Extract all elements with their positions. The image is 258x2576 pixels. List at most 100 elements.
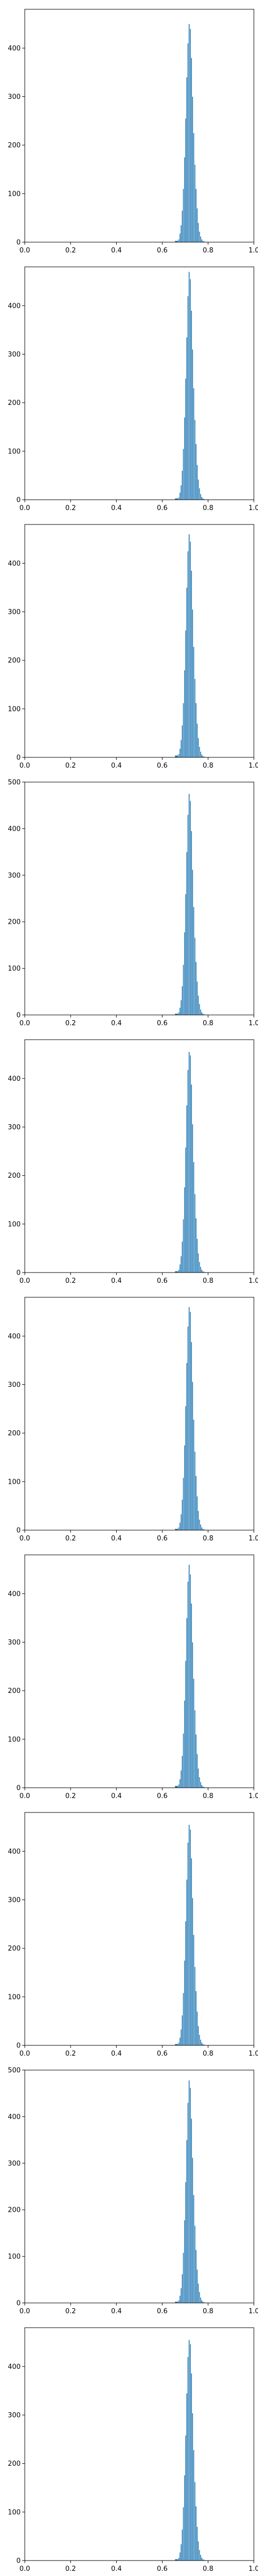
y-tick-label: 0 [17, 1527, 21, 1535]
histogram-bar [188, 793, 190, 1015]
x-tick-label: 0.4 [111, 762, 122, 770]
y-tick-label: 200 [8, 2207, 21, 2214]
histogram-bar [194, 1710, 196, 1788]
x-tick-label: 0.4 [111, 2050, 122, 2058]
y-tick-label: 100 [8, 1478, 21, 1486]
bars-group [174, 1052, 207, 1273]
y-tick-label: 200 [8, 1945, 21, 1953]
histogram-bar [183, 1219, 184, 1273]
histogram-bar [190, 831, 192, 1015]
y-tick-label: 400 [8, 2113, 21, 2121]
histogram-bar [183, 1478, 184, 1531]
histogram-bar [187, 1581, 189, 1788]
x-tick-label: 0.8 [203, 2308, 214, 2315]
bars-group [174, 1307, 207, 1531]
y-tick-label: 400 [8, 1075, 21, 1083]
x-tick-label: 0.0 [20, 1277, 30, 1285]
histogram-bar [197, 479, 199, 500]
axes-frame [24, 9, 254, 243]
histogram-bar [193, 2449, 195, 2561]
histogram-bar [199, 1261, 200, 1273]
x-tick-label: 0.6 [157, 2565, 168, 2573]
histogram-bar [200, 236, 202, 243]
histogram-panel-5: 0.0 0.2 0.4 0.6 0.8 1.0 0 100 200 300 400 [8, 1039, 258, 1285]
bars-group [174, 272, 207, 500]
histogram-bar [183, 1733, 184, 1788]
histogram-bar [189, 800, 191, 1015]
histogram-bar [189, 1574, 191, 1788]
histogram-bar [190, 1342, 192, 1531]
histogram-bar [180, 999, 182, 1015]
histogram-bar [181, 986, 183, 1015]
x-tick-label: 1.0 [249, 504, 258, 512]
y-tick-label: 0 [17, 497, 21, 504]
bars-group [174, 534, 207, 758]
histogram-bar [194, 679, 196, 758]
histogram-bar [190, 570, 192, 758]
histogram-bar [191, 2413, 194, 2561]
histogram-bar [191, 96, 194, 243]
histogram-bar [199, 2291, 200, 2303]
x-tick-label: 0.4 [111, 504, 122, 512]
histogram-bar [194, 419, 196, 500]
histogram-bar [200, 1009, 202, 1015]
histogram-bar [196, 1496, 198, 1531]
histogram-bar [196, 1753, 198, 1788]
histogram-panel-8: 0.0 0.2 0.4 0.6 0.8 1.0 0 100 200 300 400 [8, 1812, 258, 2058]
histogram-bar [185, 1147, 187, 1273]
bars-group [174, 1564, 207, 1788]
histogram-bar [200, 494, 202, 500]
x-tick-label: 0.0 [20, 2050, 30, 2058]
histogram-bar [197, 1511, 199, 1531]
histogram-bar [179, 492, 181, 500]
axes-frame [24, 1297, 254, 1531]
y-tick-label: 400 [8, 825, 21, 833]
x-tick-label: 0.4 [111, 1792, 122, 1800]
y-tick-label: 400 [8, 2363, 21, 2371]
axes-frame [24, 266, 254, 500]
histogram-bar [180, 485, 182, 500]
y-tick-label: 100 [8, 2509, 21, 2516]
histogram-bar [184, 417, 186, 500]
x-tick-label: 0.6 [157, 504, 168, 512]
y-tick-label: 400 [8, 1333, 21, 1341]
histogram-bar [184, 1960, 186, 2046]
histogram-bar [186, 1879, 188, 2046]
axes-frame [24, 1039, 254, 1273]
histogram-bar [179, 2552, 181, 2561]
histogram-bar [196, 2011, 198, 2046]
y-tick-label: 200 [8, 2460, 21, 2468]
x-tick-label: 0.2 [65, 762, 76, 770]
histogram-bar [199, 746, 200, 758]
histogram-bar [184, 1445, 186, 1531]
histogram-bar [174, 755, 179, 758]
histogram-bar [187, 43, 189, 243]
bars-group [174, 1824, 207, 2046]
histogram-bar [178, 1527, 180, 1531]
x-tick-label: 0.4 [111, 1535, 122, 1543]
histogram-bar [197, 223, 199, 243]
histogram-bar [185, 378, 187, 500]
histogram-bar [201, 2042, 203, 2046]
histogram-bar [181, 1755, 183, 1788]
x-tick-label: 0.2 [65, 1792, 76, 1800]
x-tick-label: 1.0 [249, 1535, 258, 1543]
histogram-bar [185, 1405, 187, 1531]
histogram-bar [193, 1419, 195, 1531]
x-tick-label: 0.8 [203, 504, 214, 512]
histogram-bar [200, 1266, 202, 1273]
y-tick-label: 400 [8, 1590, 21, 1598]
x-tick-label: 0.8 [203, 1020, 214, 1027]
histogram-bar [199, 2034, 200, 2046]
x-tick-label: 0.2 [65, 1277, 76, 1285]
histogram-bar [181, 2529, 183, 2561]
histogram-bar [178, 1269, 180, 1273]
histogram-bar [186, 852, 188, 1015]
histogram-bar [181, 1499, 183, 1531]
x-tick-label: 1.0 [249, 2565, 258, 2573]
x-tick-label: 0.2 [65, 1020, 76, 1027]
histogram-bar [186, 1105, 188, 1273]
histogram-bar [181, 1241, 183, 1273]
histogram-bar [185, 630, 187, 758]
histogram-bar [197, 1768, 199, 1788]
